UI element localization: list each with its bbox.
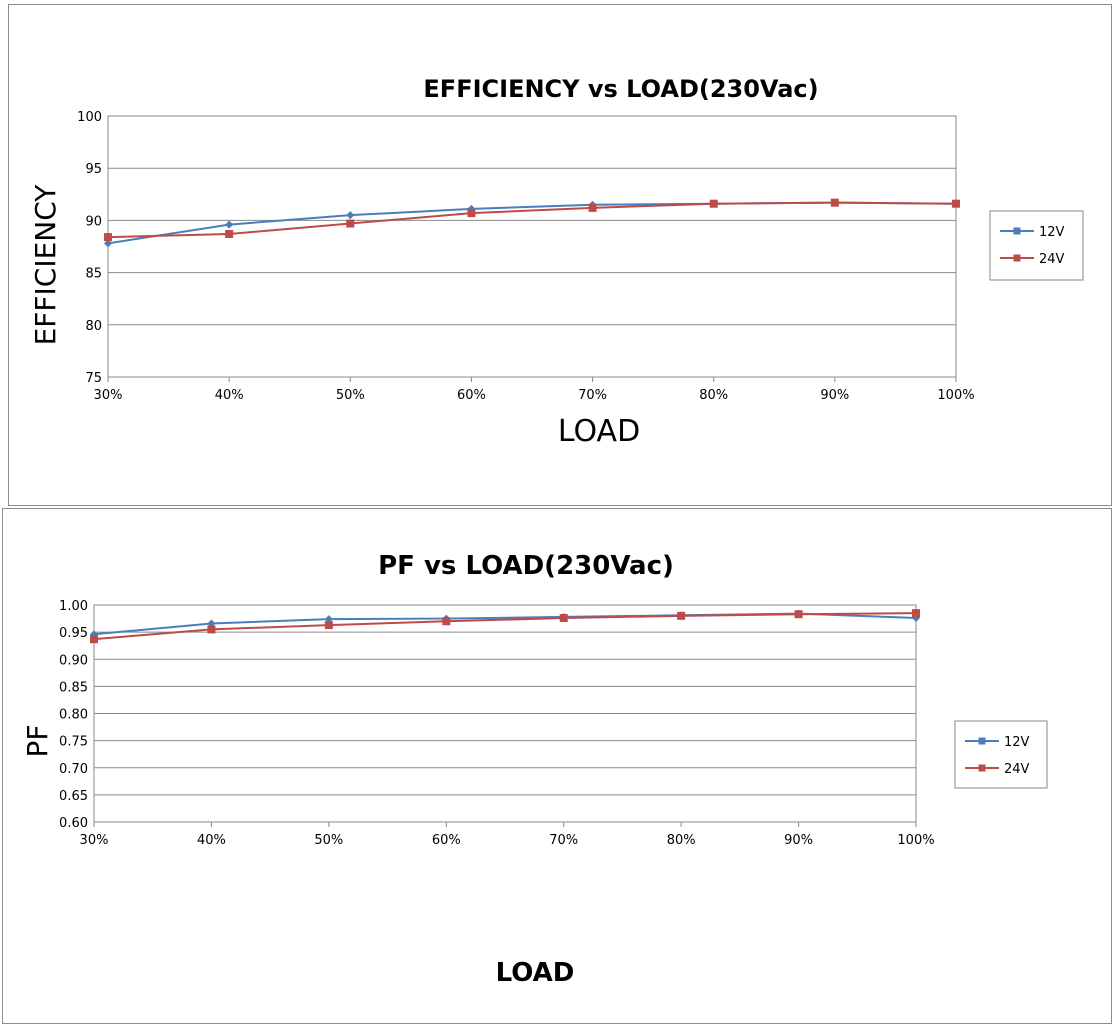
y-tick-label: 90 <box>85 214 102 229</box>
y-tick-label: 0.70 <box>59 762 88 777</box>
series-line-12V <box>93 612 917 636</box>
y-tick-label: 0.75 <box>59 735 88 750</box>
legend-label: 12V <box>1004 735 1030 750</box>
y-tick-label: 0.60 <box>59 816 88 831</box>
data-point-24V <box>830 198 839 207</box>
data-point-24V <box>912 609 920 618</box>
pf-chart: 0.60 0.65 0.70 0.75 0.80 0.85 0.90 0.95 1.00 30% 4… <box>21 551 1048 988</box>
y-axis-label: EFFICIENCY <box>29 184 62 346</box>
x-axis-label: LOAD <box>558 414 640 449</box>
data-point-24V <box>207 625 216 634</box>
series-line-12V <box>107 201 957 245</box>
data-point-24V <box>588 203 597 212</box>
y-axis-label: PF <box>21 725 54 758</box>
data-point-12V <box>346 211 355 220</box>
y-tick-label: 80 <box>85 319 102 334</box>
data-point-24V <box>467 209 476 218</box>
x-tick-label: 80% <box>699 388 728 403</box>
y-tick-label: 0.95 <box>59 626 88 641</box>
efficiency-chart-panel: 75 80 85 90 95 100 30% 40% 50% 60% 70% 80% 90% 100% EF… <box>8 4 1112 506</box>
legend-marker-12V <box>1013 227 1021 235</box>
x-tick-label: 40% <box>197 833 226 848</box>
data-point-24V <box>442 617 451 626</box>
plot-area <box>107 115 957 378</box>
y-tick-label: 85 <box>85 267 102 282</box>
y-tick-label: 0.90 <box>59 653 88 668</box>
x-axis-label: LOAD <box>496 958 575 988</box>
pf-chart-panel: 0.60 0.65 0.70 0.75 0.80 0.85 0.90 0.95 1.00 30% 4… <box>2 508 1112 1024</box>
y-tick-label: 0.80 <box>59 708 88 723</box>
x-tick-label: 60% <box>432 833 461 848</box>
x-tick-label: 50% <box>314 833 343 848</box>
data-point-24V <box>559 614 568 623</box>
series-line-24V <box>107 201 957 239</box>
y-tick-label: 0.65 <box>59 789 88 804</box>
legend-marker-24V <box>1013 254 1021 262</box>
x-tick-label: 90% <box>820 388 849 403</box>
data-point-24V <box>794 610 803 619</box>
x-tick-label: 70% <box>549 833 578 848</box>
data-point-24V <box>346 219 355 228</box>
legend-label: 12V <box>1039 225 1065 240</box>
legend-marker-24V <box>978 764 986 772</box>
x-tick-label: 30% <box>94 388 123 403</box>
x-tick-label: 30% <box>80 833 109 848</box>
chart-title: EFFICIENCY vs LOAD(230Vac) <box>423 75 818 103</box>
y-tick-label: 0.85 <box>59 680 88 695</box>
data-point-24V <box>104 233 112 242</box>
x-tick-label: 60% <box>457 388 486 403</box>
x-tick-label: 50% <box>336 388 365 403</box>
data-point-24V <box>677 611 686 620</box>
y-tick-label: 75 <box>85 371 102 386</box>
chart-title: PF vs LOAD(230Vac) <box>378 551 674 581</box>
y-tick-label: 1.00 <box>59 599 88 614</box>
legend-box <box>989 210 1084 281</box>
legend-label: 24V <box>1004 762 1030 777</box>
legend-box <box>954 720 1048 789</box>
data-point-24V <box>324 621 333 630</box>
x-tick-label: 80% <box>667 833 696 848</box>
y-tick-label: 100 <box>77 110 102 125</box>
legend-label: 24V <box>1039 252 1065 267</box>
x-tick-label: 100% <box>937 388 974 403</box>
data-point-12V <box>104 239 112 248</box>
plot-area <box>93 604 917 823</box>
data-point-12V <box>225 220 234 229</box>
data-point-24V <box>952 199 960 208</box>
data-point-24V <box>90 635 98 644</box>
y-tick-label: 95 <box>85 162 102 177</box>
x-tick-label: 90% <box>784 833 813 848</box>
data-point-24V <box>225 229 234 238</box>
efficiency-chart: 75 80 85 90 95 100 30% 40% 50% 60% 70% 80% 90% 100% EF… <box>29 75 1084 449</box>
x-tick-label: 70% <box>578 388 607 403</box>
data-point-12V <box>207 619 216 628</box>
x-tick-label: 40% <box>215 388 244 403</box>
legend-marker-12V <box>978 737 986 745</box>
data-point-24V <box>709 199 718 208</box>
x-tick-label: 100% <box>897 833 934 848</box>
series-line-24V <box>93 612 917 641</box>
